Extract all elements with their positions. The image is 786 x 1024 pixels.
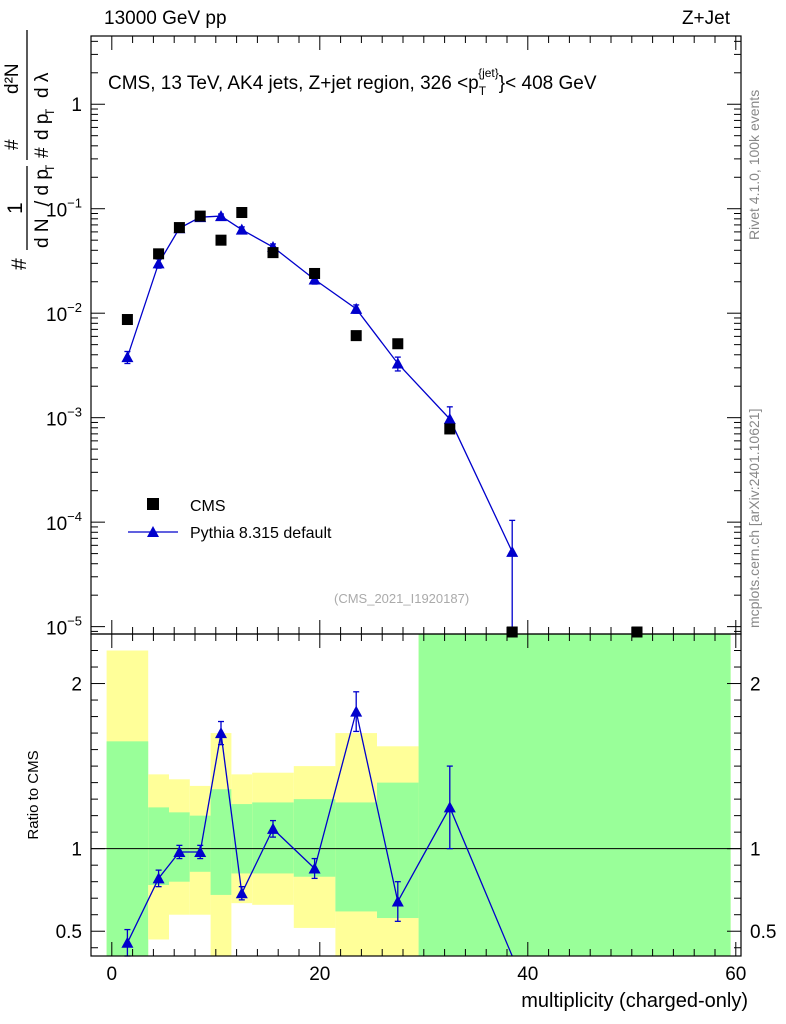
svg-text:#: # [8, 258, 31, 270]
legend-pythia-label: Pythia 8.315 default [190, 525, 332, 542]
ratio-pythia-point-5 [235, 887, 248, 899]
main-frame [90, 35, 742, 635]
watermark: (CMS_2021_I1920187) [334, 591, 469, 606]
ratio-pythia-point-6 [267, 822, 279, 834]
svg-text:d p: d p [32, 114, 53, 140]
ratio-ylabel: Ratio to CMS [25, 750, 42, 839]
main-cms-point-2 [173, 222, 185, 234]
svg-text:d N: d N [32, 218, 53, 248]
xtick-label-40: 40 [517, 964, 538, 985]
main-cms-point-6 [267, 247, 279, 259]
main-cms-markers [121, 207, 643, 638]
rytick-label-right-2: 2 [750, 675, 761, 696]
band-inner-6 [252, 802, 294, 874]
header-left: 13000 GeV pp [104, 8, 227, 29]
main-pythia-markers [121, 210, 519, 557]
ratio-pythia-point-9 [391, 895, 404, 907]
legend: CMS Pythia 8.315 default [128, 498, 332, 542]
legend-pythia-marker [147, 526, 159, 537]
main-cms-point-0 [121, 314, 133, 326]
xtick-label-60: 60 [725, 964, 746, 985]
main-pythia-point-1 [152, 257, 165, 269]
xtick-label-0: 0 [107, 964, 118, 985]
main-pythia-point-10 [443, 413, 456, 425]
ratio-frame [90, 633, 742, 957]
xlabel: multiplicity (charged-only) [521, 990, 748, 1012]
svg-text:T: T [43, 164, 57, 172]
ratio-pythia-point-8 [350, 705, 363, 717]
main-pythia-polyline [126, 215, 513, 553]
ratio-pythia-markers [121, 705, 456, 948]
ytick-label-10^-3: 10−3 [46, 405, 82, 431]
svg-text:d λ: d λ [32, 72, 53, 98]
main-cms-point-4 [215, 234, 227, 246]
svg-text:#: # [32, 147, 53, 158]
main-pythia-point-0 [121, 351, 134, 363]
rytick-label-left-0.5: 0.5 [56, 922, 82, 943]
main-cms-point-1 [153, 248, 165, 260]
ratio-pythia-point-10 [443, 801, 456, 813]
main-pythia-point-7 [308, 273, 321, 285]
main-pythia-line [126, 215, 513, 553]
main-pythia-point-5 [235, 223, 248, 235]
main-title: CMS, 13 TeV, AK4 jets, Z+jet region, 326… [108, 66, 597, 98]
header-right: Z+Jet [681, 8, 730, 29]
svg-text:/ d p: / d p [32, 169, 53, 206]
svg-text:1: 1 [4, 202, 27, 214]
ratio-pythia-point-2 [173, 845, 186, 857]
main-cms-point-9 [392, 338, 404, 350]
rytick-label-right-1: 1 [750, 840, 761, 861]
ytick-label-10^-5: 10−5 [46, 614, 82, 640]
ratio-pythia-point-0 [121, 936, 134, 948]
band-inner-3 [189, 815, 211, 872]
ytick-label-10^-1: 10−1 [46, 196, 82, 222]
main-cms-point-10 [444, 423, 456, 435]
main-pythia-point-8 [350, 302, 363, 314]
ratio-uncertainty-bands [106, 634, 731, 956]
rytick-label-left-1: 1 [71, 840, 82, 861]
band-inner-4 [210, 789, 232, 895]
main-pythia-point-9 [391, 357, 404, 369]
band-inner-8 [335, 802, 377, 912]
rytick-label-left-2: 2 [71, 675, 82, 696]
main-pythia-point-4 [215, 210, 227, 222]
svg-text:#: # [2, 139, 23, 150]
xtick-label-20: 20 [309, 964, 330, 985]
ytick-label-1: 1 [71, 95, 82, 116]
legend-cms-marker [147, 498, 159, 510]
main-cms-point-7 [309, 267, 321, 279]
ratio-pythia-point-4 [215, 727, 227, 739]
main-ylabel: # 1 d N / d p T # # d p T d λ d²N [2, 30, 57, 270]
band-inner-11 [481, 634, 731, 956]
svg-text:T: T [43, 108, 57, 116]
main-cms-point-5 [236, 207, 248, 219]
ytick-label-10^-4: 10−4 [46, 509, 82, 535]
main-pythia-point-11 [506, 545, 519, 557]
ratio-pythia-point-3 [194, 845, 207, 857]
ytick-label-10^-2: 10−2 [46, 300, 82, 326]
main-cms-point-3 [194, 210, 206, 222]
band-inner-1 [148, 807, 169, 885]
main-cms-point-8 [350, 330, 362, 342]
rytick-label-right-0.5: 0.5 [750, 922, 776, 943]
legend-cms-label: CMS [190, 498, 226, 515]
main-cms-point-12 [631, 626, 643, 638]
main-cms-point-11 [506, 626, 518, 638]
ratio-pythia-point-7 [308, 862, 321, 874]
svg-text:d²N: d²N [2, 63, 23, 94]
ratio-pythia-point-1 [152, 872, 165, 884]
